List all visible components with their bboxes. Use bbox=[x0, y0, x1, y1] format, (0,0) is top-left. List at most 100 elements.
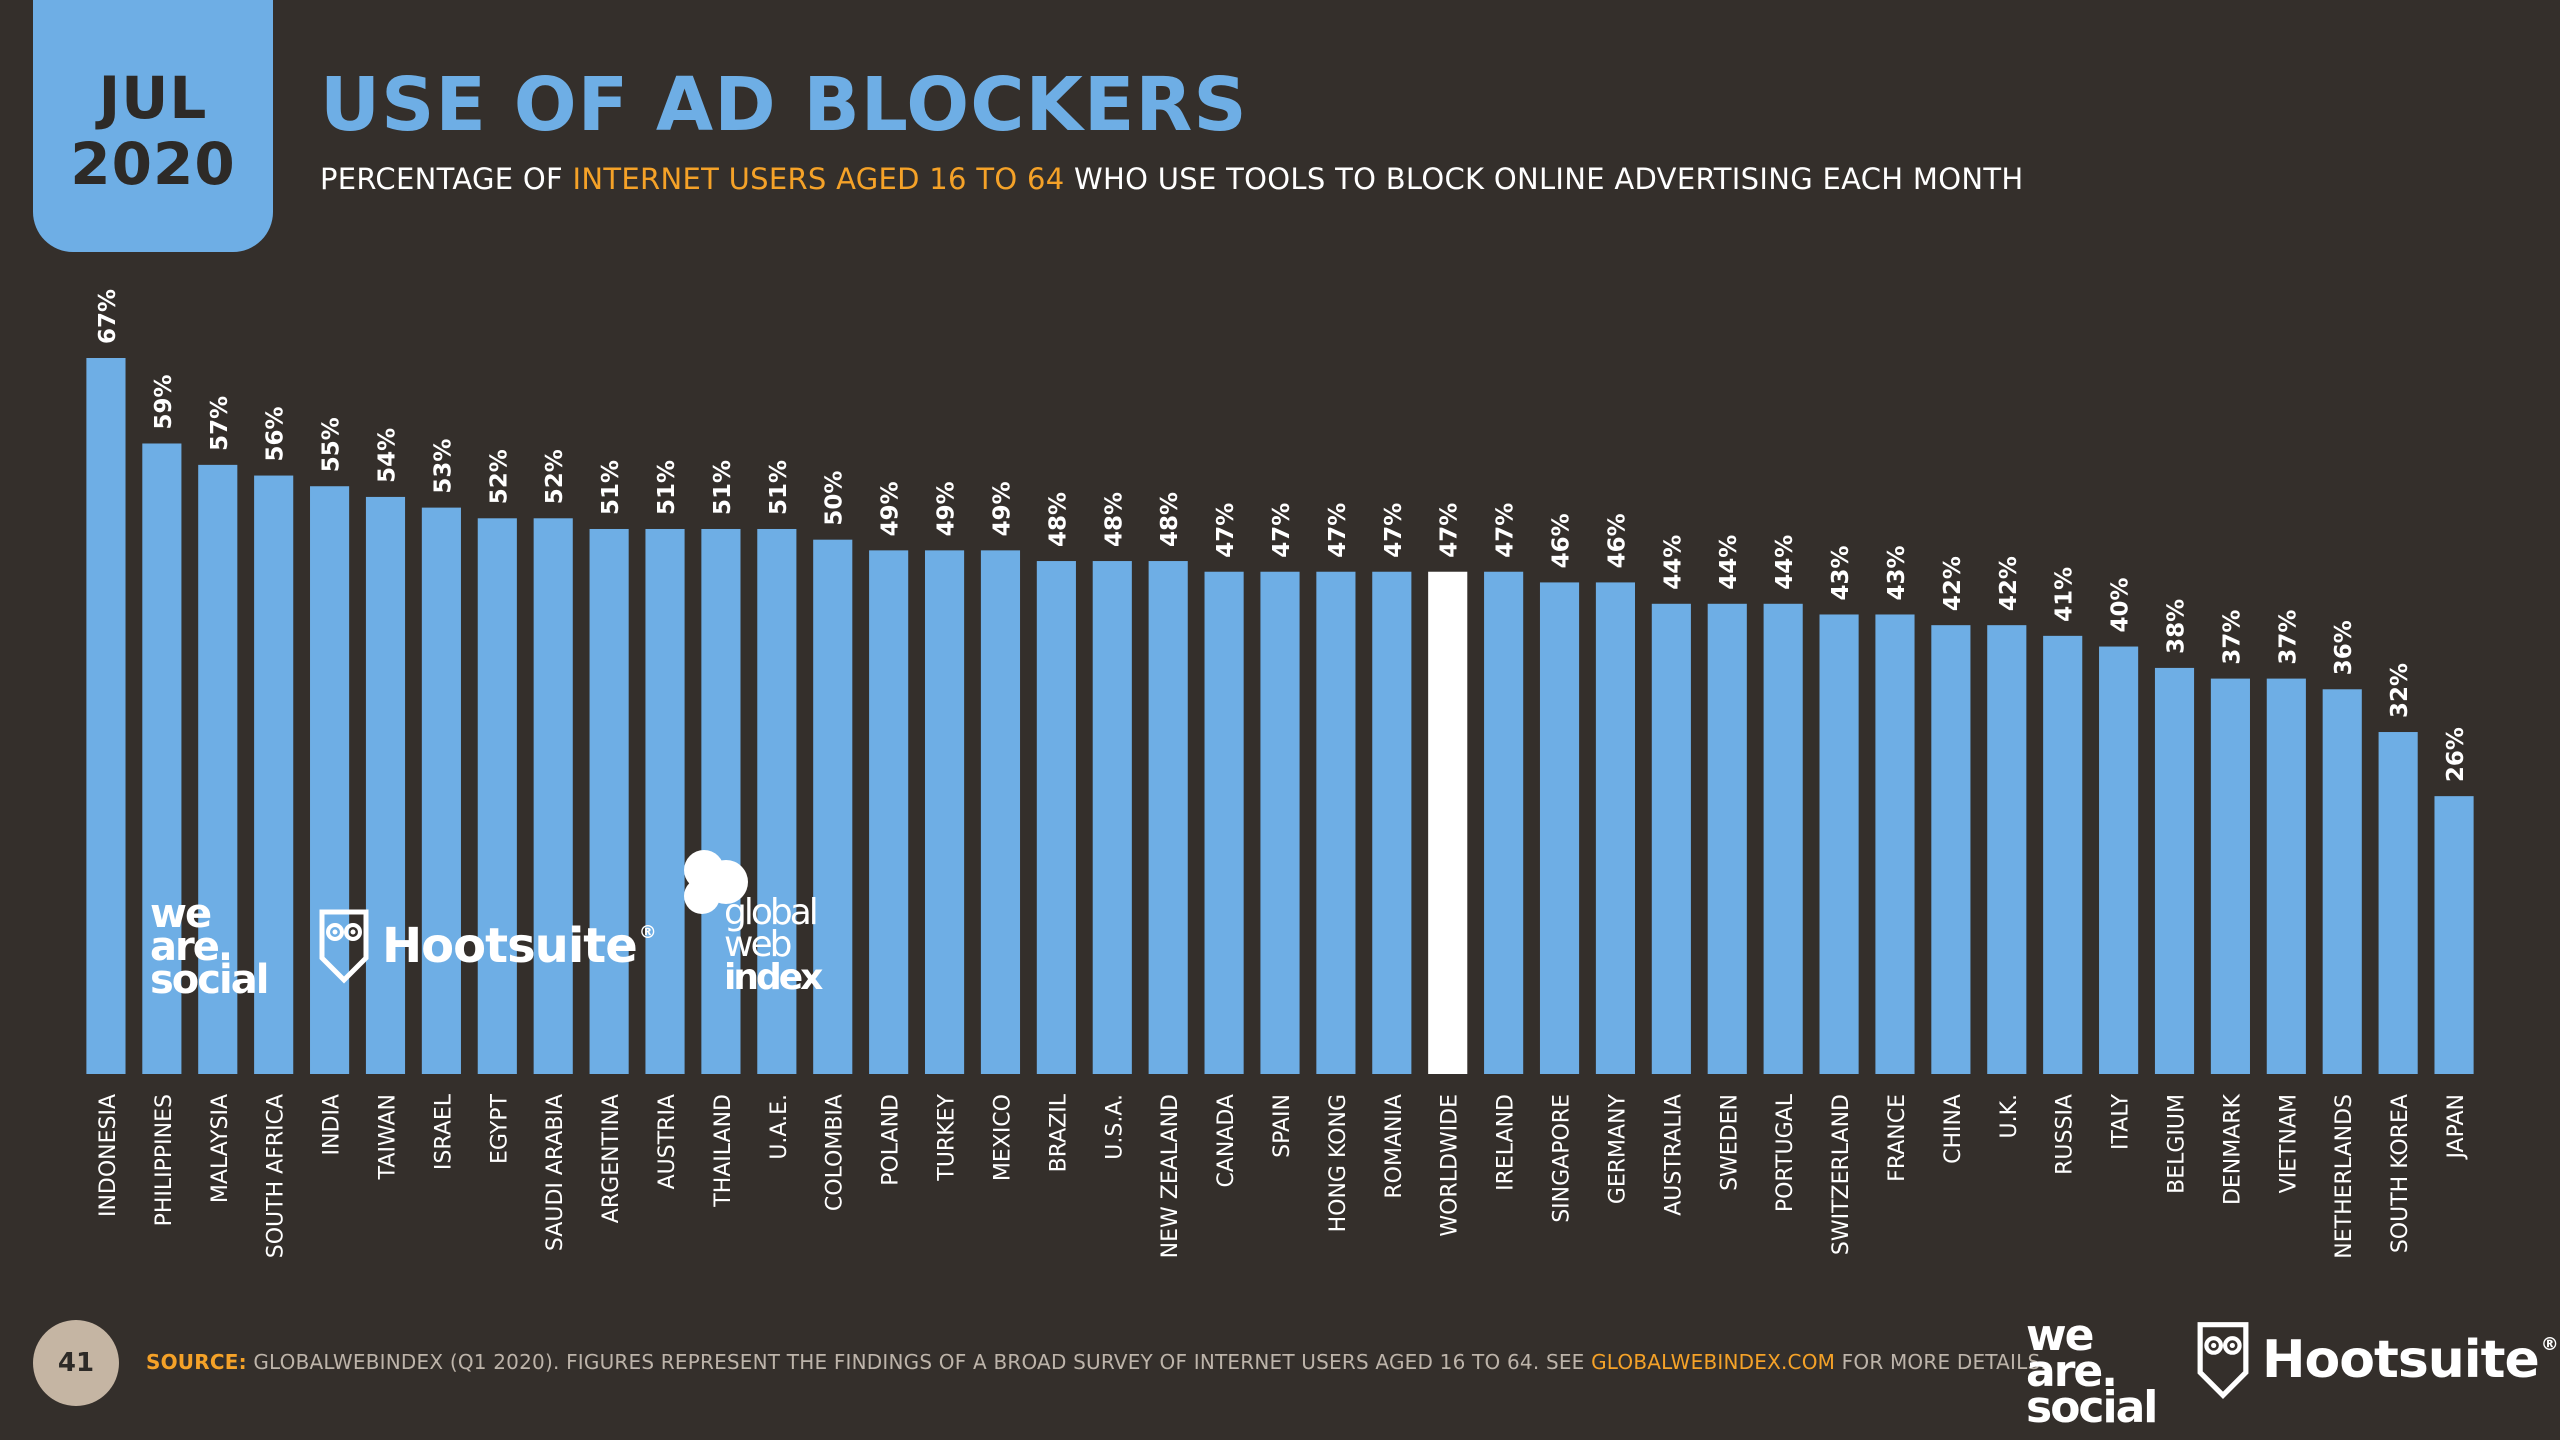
value-label: 37% bbox=[2275, 610, 2301, 665]
value-label: 44% bbox=[1660, 535, 1686, 590]
category-label: GERMANY bbox=[1605, 1093, 1630, 1204]
subtitle-highlight: INTERNET USERS AGED 16 TO 64 bbox=[572, 162, 1065, 196]
gwi-word-index: index bbox=[724, 956, 823, 998]
bar-mexico bbox=[980, 550, 1021, 1074]
category-label: SOUTH AFRICA bbox=[264, 1094, 289, 1258]
bar-taiwan bbox=[365, 496, 406, 1074]
category-label: SOUTH KOREA bbox=[2388, 1094, 2413, 1253]
we-are-social-logo-chart: we are. social bbox=[150, 891, 269, 1003]
bar-romania bbox=[1372, 571, 1412, 1074]
logo-word-social: social bbox=[150, 956, 269, 1003]
hootsuite-wordmark: Hootsuite bbox=[382, 918, 638, 974]
value-label: 51% bbox=[766, 460, 792, 515]
category-label: HONG KONG bbox=[1326, 1094, 1351, 1232]
category-label: ARGENTINA bbox=[599, 1094, 624, 1223]
page-number: 41 bbox=[33, 1320, 119, 1406]
bar-colombia bbox=[813, 539, 853, 1074]
source-link[interactable]: GLOBALWEBINDEX.COM bbox=[1591, 1350, 1836, 1374]
bar-switzerland bbox=[1819, 614, 1859, 1074]
hootsuite-registered-mark: ® bbox=[2540, 1334, 2559, 1355]
bar-new-zealand bbox=[1148, 561, 1188, 1074]
date-year: 2020 bbox=[70, 130, 236, 198]
value-label: 43% bbox=[1884, 545, 1910, 600]
value-label: 57% bbox=[207, 396, 233, 451]
category-label: NETHERLANDS bbox=[2332, 1094, 2357, 1259]
bar-philippines bbox=[142, 443, 182, 1074]
category-label: ROMANIA bbox=[1382, 1094, 1407, 1199]
hootsuite-registered-mark: ® bbox=[638, 922, 657, 943]
bar-hong-kong bbox=[1316, 571, 1356, 1074]
category-label: VIETNAM bbox=[2276, 1094, 2301, 1193]
category-label: MEXICO bbox=[990, 1094, 1015, 1181]
value-label: 42% bbox=[1996, 556, 2022, 611]
value-label: 47% bbox=[1493, 503, 1519, 558]
value-label: 46% bbox=[1549, 513, 1575, 568]
value-label: 56% bbox=[263, 406, 289, 461]
bar-south-korea bbox=[2378, 732, 2418, 1074]
value-label: 37% bbox=[2219, 610, 2245, 665]
bar-turkey bbox=[924, 550, 965, 1074]
bar-japan bbox=[2434, 796, 2474, 1074]
logo-word-we: we bbox=[150, 891, 212, 937]
bar-austria bbox=[645, 528, 685, 1074]
bar-singapore bbox=[1539, 582, 1580, 1074]
owl-icon bbox=[2197, 1322, 2249, 1399]
bar-france bbox=[1875, 614, 1915, 1074]
bar-canada bbox=[1204, 571, 1244, 1074]
category-label: INDONESIA bbox=[96, 1094, 121, 1217]
category-label: NEW ZEALAND bbox=[1158, 1094, 1183, 1258]
value-label: 49% bbox=[934, 481, 960, 536]
gwi-cloud-icon bbox=[684, 850, 748, 914]
bar-spain bbox=[1260, 571, 1300, 1074]
bar-sweden bbox=[1707, 603, 1747, 1074]
value-label: 38% bbox=[2164, 599, 2190, 654]
bar-south-africa bbox=[254, 475, 294, 1074]
value-label: 47% bbox=[1325, 503, 1351, 558]
category-label: U.S.A. bbox=[1102, 1094, 1127, 1160]
owl-icon bbox=[319, 909, 369, 984]
value-label: 43% bbox=[1828, 545, 1854, 600]
value-label: 51% bbox=[598, 460, 624, 515]
bar-italy bbox=[2099, 646, 2139, 1074]
source-label: SOURCE: bbox=[146, 1350, 247, 1374]
gwi-word-web: web bbox=[724, 924, 792, 966]
value-label: 53% bbox=[430, 439, 456, 494]
category-label: POLAND bbox=[879, 1094, 904, 1186]
category-label: SINGAPORE bbox=[1550, 1094, 1575, 1223]
hootsuite-logo-chart: Hootsuite ® bbox=[318, 908, 657, 984]
gwi-word-global: global bbox=[724, 892, 819, 933]
value-label: 47% bbox=[1213, 503, 1239, 558]
bar-u-k bbox=[1987, 625, 2027, 1074]
date-badge: JUL 2020 bbox=[33, 0, 273, 252]
globalwebindex-logo-chart: global web index bbox=[680, 848, 823, 998]
category-label: IRELAND bbox=[1494, 1094, 1519, 1191]
bar-saudi-arabia bbox=[533, 518, 573, 1074]
bar-vietnam bbox=[2266, 678, 2306, 1074]
bar-malaysia bbox=[198, 464, 238, 1074]
subtitle-prefix: PERCENTAGE OF bbox=[320, 162, 573, 196]
value-label: 49% bbox=[878, 481, 904, 536]
category-label: SAUDI ARABIA bbox=[543, 1094, 568, 1251]
subtitle-suffix: WHO USE TOOLS TO BLOCK ONLINE ADVERTISIN… bbox=[1064, 162, 2024, 196]
category-label: SWEDEN bbox=[1717, 1094, 1742, 1191]
source-text: GLOBALWEBINDEX (Q1 2020). FIGURES REPRES… bbox=[246, 1350, 1592, 1374]
bar-u-a-e bbox=[757, 528, 797, 1074]
bar-egypt bbox=[477, 518, 517, 1074]
bar-indonesia bbox=[86, 358, 126, 1074]
bar-netherlands bbox=[2322, 689, 2362, 1074]
value-label: 51% bbox=[710, 460, 736, 515]
category-label: BRAZIL bbox=[1046, 1093, 1071, 1172]
value-label: 36% bbox=[2331, 620, 2357, 675]
value-label: 67% bbox=[95, 289, 121, 344]
category-label: U.K. bbox=[1997, 1094, 2022, 1139]
category-label: EGYPT bbox=[487, 1093, 512, 1164]
logo-word-are: are. bbox=[2026, 1346, 2118, 1398]
logo-word-social: social bbox=[2026, 1382, 2158, 1434]
value-label: 48% bbox=[1157, 492, 1183, 547]
value-label: 32% bbox=[2387, 663, 2413, 718]
value-label: 54% bbox=[374, 428, 400, 483]
bar-australia bbox=[1651, 603, 1691, 1074]
value-label: 52% bbox=[542, 449, 568, 504]
category-label: TURKEY bbox=[935, 1093, 960, 1181]
category-label: FRANCE bbox=[1885, 1094, 1910, 1182]
